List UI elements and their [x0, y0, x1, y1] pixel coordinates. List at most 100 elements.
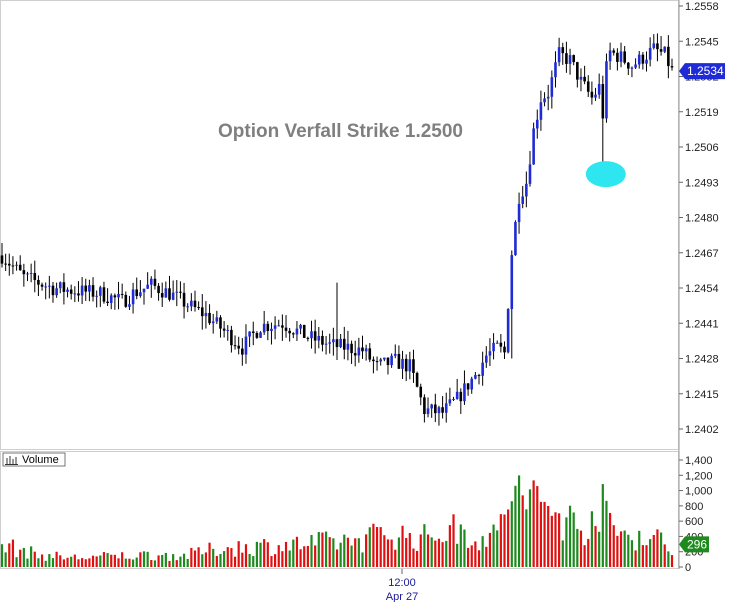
volume-bar [612, 525, 615, 567]
candle-body [404, 358, 408, 372]
volume-bar [295, 536, 299, 567]
candle-body [157, 285, 160, 294]
volume-bar [332, 538, 335, 567]
volume-bar [670, 555, 674, 567]
volume-bar [128, 558, 131, 567]
volume-bar [62, 559, 66, 567]
volume-legend: Volume [2, 452, 66, 467]
volume-bar [99, 555, 102, 567]
volume-bar [576, 528, 579, 567]
volume-bar [186, 558, 189, 567]
candle-body [517, 203, 521, 223]
volume-bar [37, 558, 40, 567]
candle-body [663, 46, 667, 52]
volume-bar [466, 547, 470, 567]
candle-body [142, 288, 146, 293]
volume-bar [230, 548, 233, 567]
volume-bar [430, 537, 433, 567]
candle-body [332, 339, 335, 343]
candle-body [492, 342, 495, 352]
volume-bar [641, 545, 644, 567]
candle-body [448, 399, 452, 404]
volume-bar [299, 549, 302, 567]
candle-body [313, 331, 317, 341]
volume-bar [426, 534, 430, 567]
volume-bar [368, 527, 371, 567]
strike-highlight-marker [585, 161, 626, 188]
candle-body [386, 357, 390, 366]
candle-body [219, 317, 222, 329]
candle-body [259, 332, 262, 338]
candle-body [335, 339, 339, 348]
volume-bar [416, 550, 419, 567]
volume-tick-label: 600 [685, 516, 703, 528]
candle-body [69, 289, 73, 294]
candle-body [481, 362, 484, 376]
candle-body [51, 285, 55, 296]
volume-bar [528, 489, 532, 567]
volume-bar-series [0, 475, 674, 567]
volume-bar [517, 475, 521, 567]
candle-body [426, 408, 430, 415]
candle-body [583, 76, 586, 82]
volume-bar [554, 512, 557, 567]
volume-bar [73, 554, 76, 567]
candle-body [106, 301, 109, 304]
volume-bar [634, 550, 637, 567]
volume-bar [645, 545, 648, 567]
volume-bar [95, 556, 98, 567]
price-tick-label: 1.2493 [685, 177, 719, 189]
volume-bar [477, 550, 481, 567]
candle-body [466, 383, 470, 390]
volume-bar [263, 539, 266, 567]
volume-bar [390, 539, 393, 567]
price-tick-label: 1.2519 [685, 107, 719, 119]
volume-bar [441, 542, 444, 567]
candle-body [273, 325, 277, 329]
volume-bar [8, 543, 11, 567]
volume-bar [652, 535, 655, 567]
candle-body [368, 348, 372, 360]
volume-bar [594, 526, 597, 567]
price-tick-label: 1.2467 [685, 248, 719, 260]
volume-bar [485, 546, 488, 567]
candle-body [29, 272, 33, 274]
volume-bar [131, 559, 135, 567]
candle-body [601, 84, 605, 119]
candle-body [383, 357, 386, 360]
candle-body [135, 289, 139, 297]
volume-bar [598, 531, 601, 567]
volume-bar [590, 511, 593, 567]
candle-body [561, 47, 565, 54]
volume-bar [124, 558, 127, 567]
volume-bar [84, 559, 87, 567]
volume-bar [91, 555, 95, 567]
volume-bar [536, 486, 539, 567]
volume-bar [608, 512, 612, 567]
volume-bar [324, 531, 328, 567]
candle-body [393, 353, 397, 356]
candle-body [459, 391, 463, 402]
candle-body [550, 77, 554, 97]
candle-body [616, 52, 619, 62]
candle-body [262, 323, 266, 333]
candle-body [415, 372, 419, 387]
candle-body [211, 321, 215, 324]
candle-body [597, 84, 601, 95]
volume-bar [241, 552, 244, 567]
candle-body [455, 391, 459, 399]
volume-bar [328, 537, 331, 567]
volume-bar [66, 557, 69, 567]
volume-bar [423, 524, 426, 567]
volume-bar [113, 554, 116, 567]
volume-bar [463, 529, 466, 567]
candle-body [80, 285, 84, 296]
candle-body [623, 51, 626, 63]
volume-bar [568, 505, 572, 567]
volume-bar [488, 532, 492, 567]
price-tick-label: 1.2545 [685, 36, 719, 48]
price-tick-label: 1.2480 [685, 213, 719, 225]
volume-bar [70, 556, 73, 567]
